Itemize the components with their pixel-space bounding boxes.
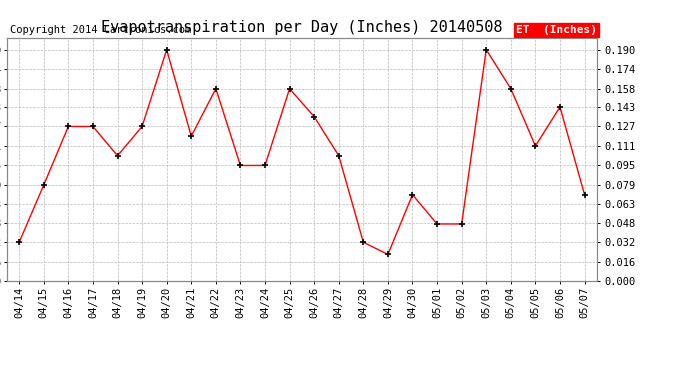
Title: Evapotranspiration per Day (Inches) 20140508: Evapotranspiration per Day (Inches) 2014…: [101, 20, 502, 35]
Text: ET  (Inches): ET (Inches): [516, 25, 597, 35]
Text: Copyright 2014 Cartronics.com: Copyright 2014 Cartronics.com: [10, 25, 191, 35]
